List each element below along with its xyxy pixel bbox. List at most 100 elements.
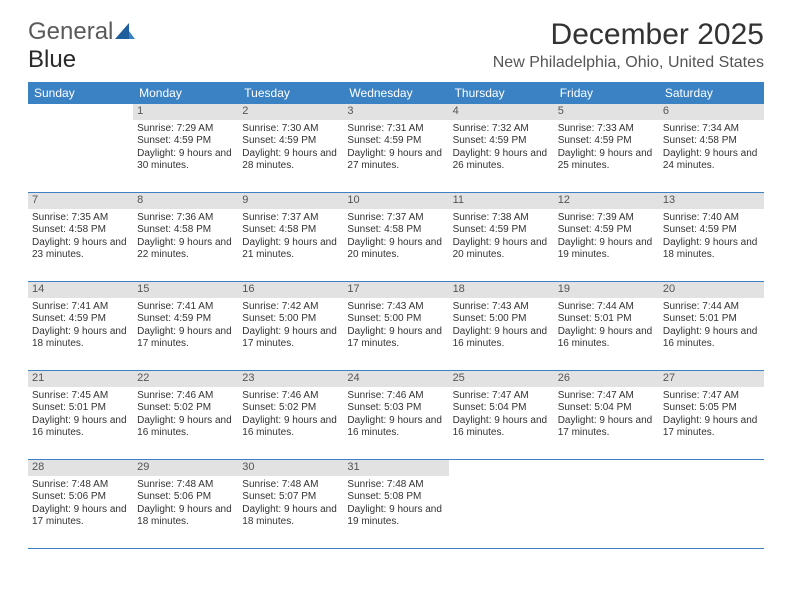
sunrise-text: Sunrise: 7:45 AM bbox=[32, 390, 129, 403]
title-block: December 2025 New Philadelphia, Ohio, Un… bbox=[493, 18, 764, 72]
sunset-text: Sunset: 4:58 PM bbox=[32, 224, 129, 237]
day-cell: 30Sunrise: 7:48 AMSunset: 5:07 PMDayligh… bbox=[238, 460, 343, 548]
daylight-text: Daylight: 9 hours and 17 minutes. bbox=[242, 326, 339, 351]
sunset-text: Sunset: 5:00 PM bbox=[453, 313, 550, 326]
sunrise-text: Sunrise: 7:47 AM bbox=[663, 390, 760, 403]
day-number: 15 bbox=[133, 282, 238, 298]
sunrise-text: Sunrise: 7:32 AM bbox=[453, 123, 550, 136]
day-number: 12 bbox=[554, 193, 659, 209]
daylight-text: Daylight: 9 hours and 18 minutes. bbox=[137, 504, 234, 529]
day-number: 21 bbox=[28, 371, 133, 387]
sunrise-text: Sunrise: 7:37 AM bbox=[347, 212, 444, 225]
daylight-text: Daylight: 9 hours and 28 minutes. bbox=[242, 148, 339, 173]
sunset-text: Sunset: 4:59 PM bbox=[32, 313, 129, 326]
day-cell: 28Sunrise: 7:48 AMSunset: 5:06 PMDayligh… bbox=[28, 460, 133, 548]
day-number: 24 bbox=[343, 371, 448, 387]
logo: General bbox=[28, 18, 137, 46]
day-cell: 26Sunrise: 7:47 AMSunset: 5:04 PMDayligh… bbox=[554, 371, 659, 459]
day-of-week-header: Sunday Monday Tuesday Wednesday Thursday… bbox=[28, 82, 764, 104]
sunrise-text: Sunrise: 7:40 AM bbox=[663, 212, 760, 225]
day-cell: 18Sunrise: 7:43 AMSunset: 5:00 PMDayligh… bbox=[449, 282, 554, 370]
sunset-text: Sunset: 5:01 PM bbox=[32, 402, 129, 415]
sunset-text: Sunset: 5:02 PM bbox=[137, 402, 234, 415]
day-cell: 9Sunrise: 7:37 AMSunset: 4:58 PMDaylight… bbox=[238, 193, 343, 281]
sunset-text: Sunset: 4:59 PM bbox=[347, 135, 444, 148]
sunset-text: Sunset: 4:59 PM bbox=[558, 224, 655, 237]
dow-saturday: Saturday bbox=[659, 82, 764, 104]
sunset-text: Sunset: 5:07 PM bbox=[242, 491, 339, 504]
sunrise-text: Sunrise: 7:29 AM bbox=[137, 123, 234, 136]
sunrise-text: Sunrise: 7:39 AM bbox=[558, 212, 655, 225]
sunset-text: Sunset: 5:00 PM bbox=[347, 313, 444, 326]
sunset-text: Sunset: 5:03 PM bbox=[347, 402, 444, 415]
logo-text-2: Blue bbox=[28, 46, 76, 74]
day-cell: 12Sunrise: 7:39 AMSunset: 4:59 PMDayligh… bbox=[554, 193, 659, 281]
sunrise-text: Sunrise: 7:42 AM bbox=[242, 301, 339, 314]
dow-thursday: Thursday bbox=[449, 82, 554, 104]
week-row: 7Sunrise: 7:35 AMSunset: 4:58 PMDaylight… bbox=[28, 193, 764, 282]
daylight-text: Daylight: 9 hours and 16 minutes. bbox=[137, 415, 234, 440]
daylight-text: Daylight: 9 hours and 18 minutes. bbox=[32, 326, 129, 351]
sunset-text: Sunset: 4:59 PM bbox=[242, 135, 339, 148]
daylight-text: Daylight: 9 hours and 18 minutes. bbox=[663, 237, 760, 262]
day-number: 8 bbox=[133, 193, 238, 209]
day-cell: 20Sunrise: 7:44 AMSunset: 5:01 PMDayligh… bbox=[659, 282, 764, 370]
day-cell bbox=[28, 104, 133, 192]
week-row: 14Sunrise: 7:41 AMSunset: 4:59 PMDayligh… bbox=[28, 282, 764, 371]
day-cell: 31Sunrise: 7:48 AMSunset: 5:08 PMDayligh… bbox=[343, 460, 448, 548]
day-number: 30 bbox=[238, 460, 343, 476]
day-number: 31 bbox=[343, 460, 448, 476]
sunset-text: Sunset: 4:59 PM bbox=[453, 135, 550, 148]
daylight-text: Daylight: 9 hours and 17 minutes. bbox=[137, 326, 234, 351]
sunrise-text: Sunrise: 7:43 AM bbox=[453, 301, 550, 314]
sunset-text: Sunset: 5:05 PM bbox=[663, 402, 760, 415]
daylight-text: Daylight: 9 hours and 22 minutes. bbox=[137, 237, 234, 262]
location: New Philadelphia, Ohio, United States bbox=[493, 54, 764, 72]
day-cell: 8Sunrise: 7:36 AMSunset: 4:58 PMDaylight… bbox=[133, 193, 238, 281]
sunrise-text: Sunrise: 7:44 AM bbox=[663, 301, 760, 314]
daylight-text: Daylight: 9 hours and 16 minutes. bbox=[558, 326, 655, 351]
day-cell: 7Sunrise: 7:35 AMSunset: 4:58 PMDaylight… bbox=[28, 193, 133, 281]
day-number: 22 bbox=[133, 371, 238, 387]
sunset-text: Sunset: 4:59 PM bbox=[663, 224, 760, 237]
sunset-text: Sunset: 4:59 PM bbox=[453, 224, 550, 237]
sunrise-text: Sunrise: 7:35 AM bbox=[32, 212, 129, 225]
sunset-text: Sunset: 4:58 PM bbox=[137, 224, 234, 237]
day-cell: 3Sunrise: 7:31 AMSunset: 4:59 PMDaylight… bbox=[343, 104, 448, 192]
day-number: 27 bbox=[659, 371, 764, 387]
week-row: 28Sunrise: 7:48 AMSunset: 5:06 PMDayligh… bbox=[28, 460, 764, 549]
day-cell: 19Sunrise: 7:44 AMSunset: 5:01 PMDayligh… bbox=[554, 282, 659, 370]
day-number: 11 bbox=[449, 193, 554, 209]
day-number: 28 bbox=[28, 460, 133, 476]
day-number: 1 bbox=[133, 104, 238, 120]
sunrise-text: Sunrise: 7:44 AM bbox=[558, 301, 655, 314]
sunset-text: Sunset: 5:02 PM bbox=[242, 402, 339, 415]
daylight-text: Daylight: 9 hours and 16 minutes. bbox=[242, 415, 339, 440]
daylight-text: Daylight: 9 hours and 26 minutes. bbox=[453, 148, 550, 173]
sunrise-text: Sunrise: 7:41 AM bbox=[137, 301, 234, 314]
sunrise-text: Sunrise: 7:46 AM bbox=[242, 390, 339, 403]
day-cell: 15Sunrise: 7:41 AMSunset: 4:59 PMDayligh… bbox=[133, 282, 238, 370]
daylight-text: Daylight: 9 hours and 25 minutes. bbox=[558, 148, 655, 173]
day-cell: 11Sunrise: 7:38 AMSunset: 4:59 PMDayligh… bbox=[449, 193, 554, 281]
sunrise-text: Sunrise: 7:48 AM bbox=[347, 479, 444, 492]
day-cell: 24Sunrise: 7:46 AMSunset: 5:03 PMDayligh… bbox=[343, 371, 448, 459]
daylight-text: Daylight: 9 hours and 17 minutes. bbox=[558, 415, 655, 440]
sunrise-text: Sunrise: 7:46 AM bbox=[137, 390, 234, 403]
day-cell: 14Sunrise: 7:41 AMSunset: 4:59 PMDayligh… bbox=[28, 282, 133, 370]
sunrise-text: Sunrise: 7:47 AM bbox=[558, 390, 655, 403]
day-cell: 17Sunrise: 7:43 AMSunset: 5:00 PMDayligh… bbox=[343, 282, 448, 370]
sunrise-text: Sunrise: 7:43 AM bbox=[347, 301, 444, 314]
logo-text-1: General bbox=[28, 18, 113, 46]
sunrise-text: Sunrise: 7:34 AM bbox=[663, 123, 760, 136]
sunrise-text: Sunrise: 7:46 AM bbox=[347, 390, 444, 403]
sunrise-text: Sunrise: 7:38 AM bbox=[453, 212, 550, 225]
day-cell bbox=[659, 460, 764, 548]
sunset-text: Sunset: 5:06 PM bbox=[32, 491, 129, 504]
week-row: 1Sunrise: 7:29 AMSunset: 4:59 PMDaylight… bbox=[28, 104, 764, 193]
day-cell: 21Sunrise: 7:45 AMSunset: 5:01 PMDayligh… bbox=[28, 371, 133, 459]
daylight-text: Daylight: 9 hours and 24 minutes. bbox=[663, 148, 760, 173]
sunset-text: Sunset: 5:06 PM bbox=[137, 491, 234, 504]
day-number: 23 bbox=[238, 371, 343, 387]
day-cell: 25Sunrise: 7:47 AMSunset: 5:04 PMDayligh… bbox=[449, 371, 554, 459]
